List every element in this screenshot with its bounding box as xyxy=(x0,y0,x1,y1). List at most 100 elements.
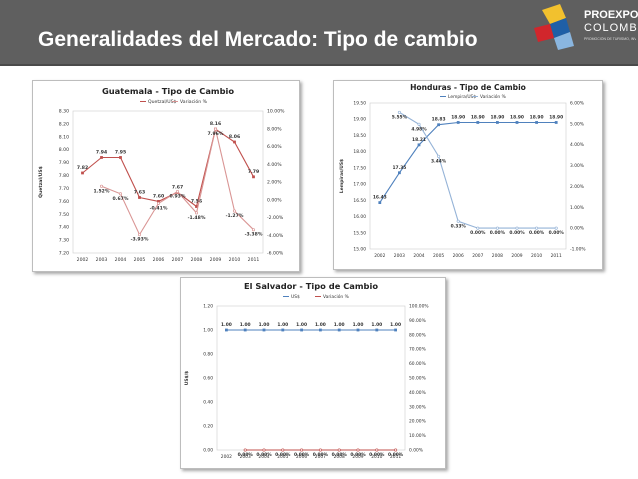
data-label: -0.41% xyxy=(150,205,168,211)
x-tick-label: 2010 xyxy=(531,253,542,259)
chart-title: Honduras - Tipo de Cambio xyxy=(410,83,526,92)
data-label: 0.00% xyxy=(275,452,291,458)
y2-tick-label: 8.00% xyxy=(267,126,282,132)
legend-entry: Quetzal/US$ xyxy=(148,99,176,105)
data-point xyxy=(554,226,558,230)
y-tick-label: 7.40 xyxy=(59,225,69,231)
data-point xyxy=(156,201,161,205)
data-label: -1.48% xyxy=(188,215,206,221)
data-label: 1.00 xyxy=(371,322,382,328)
y2-tick-label: 60.00% xyxy=(409,361,426,367)
y2-tick-label: 90.00% xyxy=(409,318,426,324)
data-point xyxy=(225,328,228,332)
y-tick-label: 7.90 xyxy=(59,160,69,166)
series-line xyxy=(379,121,557,203)
honduras-chart: Honduras - Tipo de Cambio Lempira/US$ Vari… xyxy=(333,80,603,270)
y2-tick-label: 40.00% xyxy=(409,390,426,396)
y-tick-label: 19.00 xyxy=(353,117,366,123)
x-tick-label: 2007 xyxy=(472,253,483,259)
y-tick-label: 17.50 xyxy=(353,165,366,171)
x-tick-label: 2011 xyxy=(248,257,260,263)
y2-tick-label: 10.00% xyxy=(409,433,426,439)
data-point xyxy=(495,226,499,230)
x-tick-label: 2005 xyxy=(277,454,288,460)
y2-tick-label: 5.00% xyxy=(570,121,584,127)
brand-tagline: PROMOCIÓN DE TURISMO, INVERSIÓN Y EXPORT… xyxy=(584,37,636,41)
data-point xyxy=(81,171,84,175)
data-point xyxy=(378,201,382,205)
y-tick-label: 15.50 xyxy=(353,230,366,236)
y-tick-label: 17.00 xyxy=(353,182,366,188)
data-label: 0.00% xyxy=(490,230,506,236)
data-point xyxy=(437,154,441,158)
data-point xyxy=(300,328,303,332)
y-tick-label: 8.00 xyxy=(59,147,69,153)
data-label: 0.00% xyxy=(509,230,525,236)
y-tick-label: 0.60 xyxy=(203,376,213,382)
data-point xyxy=(375,448,379,452)
x-tick-label: 2008 xyxy=(492,253,503,259)
x-tick-label: 2008 xyxy=(334,454,345,460)
data-label: 0.00% xyxy=(294,452,310,458)
data-point xyxy=(262,448,266,452)
page-title: Generalidades del Mercado: Tipo de cambi… xyxy=(38,28,478,51)
y-tick-label: 0.00 xyxy=(203,448,213,454)
data-label: 0.00% xyxy=(350,452,366,458)
y-tick-label: 7.30 xyxy=(59,238,69,244)
data-point xyxy=(398,171,401,175)
y-tick-label: 0.20 xyxy=(203,424,213,430)
data-point xyxy=(476,121,480,124)
x-tick-label: 2009 xyxy=(352,454,363,460)
y-tick-label: 7.50 xyxy=(59,212,69,218)
data-label: 7.63 xyxy=(134,189,145,195)
y-axis-label: US$/$ xyxy=(184,371,190,385)
y-axis-label: Lempiras/US$ xyxy=(339,159,345,193)
x-tick-label: 2009 xyxy=(511,253,522,259)
data-label: 0.00% xyxy=(332,452,348,458)
data-point xyxy=(437,123,440,127)
data-label: 3.44% xyxy=(431,158,447,164)
y2-tick-label: 2.00% xyxy=(570,184,584,190)
y-tick-label: 19.50 xyxy=(353,101,366,107)
y2-tick-label: 70.00% xyxy=(409,347,426,353)
data-point xyxy=(243,328,247,332)
x-tick-label: 2002 xyxy=(221,454,232,460)
y2-tick-label: 80.00% xyxy=(409,332,426,338)
data-label: 7.67 xyxy=(172,184,183,190)
data-label: 8.06 xyxy=(229,134,240,140)
y-tick-label: 18.00 xyxy=(353,149,366,155)
x-tick-label: 2003 xyxy=(240,454,251,460)
data-point xyxy=(233,140,236,144)
data-label: 0.00% xyxy=(388,452,404,458)
x-tick-label: 2008 xyxy=(191,257,203,263)
legend-entry: Variación % xyxy=(480,93,506,100)
data-label: 18.90 xyxy=(490,114,504,120)
y2-tick-label: 6.00% xyxy=(570,101,584,107)
data-point xyxy=(137,233,142,237)
y2-tick-label: 6.00% xyxy=(267,144,282,150)
x-tick-label: 2005 xyxy=(134,257,146,263)
y-tick-label: 0.80 xyxy=(203,352,213,358)
y2-tick-label: 30.00% xyxy=(409,404,426,410)
data-point xyxy=(251,228,256,232)
plot-area xyxy=(72,110,264,254)
data-point xyxy=(232,209,237,213)
data-label: 18.90 xyxy=(549,114,563,120)
x-tick-label: 2007 xyxy=(172,257,184,263)
data-point xyxy=(252,175,255,179)
data-label: 1.00 xyxy=(334,322,345,328)
y-tick-label: 18.50 xyxy=(353,133,366,139)
legend-entry: Variación % xyxy=(180,98,208,105)
data-point xyxy=(515,226,519,230)
data-point xyxy=(138,196,141,199)
y-axis-label: Quetzal/US$ xyxy=(38,166,44,198)
data-point xyxy=(535,121,538,124)
data-label: 7.96% xyxy=(208,131,224,137)
data-label: 0.00% xyxy=(313,452,329,458)
data-label: 1.52% xyxy=(94,188,110,194)
y-tick-label: 1.00 xyxy=(203,328,213,334)
y2-tick-label: 1.00% xyxy=(570,205,584,211)
legend-entry: Lempira/US$ xyxy=(448,94,476,100)
data-point xyxy=(281,448,285,452)
data-label: 7.56 xyxy=(191,199,202,205)
